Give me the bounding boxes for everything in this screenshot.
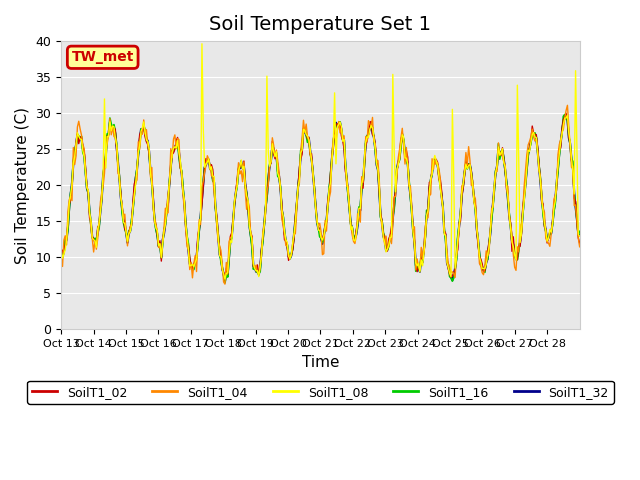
Line: SoilT1_02: SoilT1_02 xyxy=(61,113,580,278)
Title: Soil Temperature Set 1: Soil Temperature Set 1 xyxy=(209,15,431,34)
SoilT1_04 xyxy=(506,216,513,222)
SoilT1_08 xyxy=(575,231,582,237)
SoilT1_16 xyxy=(428,170,436,176)
SoilT1_04 xyxy=(325,195,333,201)
SoilT1_02 xyxy=(58,252,65,258)
SoilT1_16 xyxy=(561,112,568,118)
SoilT1_02 xyxy=(91,241,99,247)
SoilT1_08 xyxy=(221,276,228,282)
SoilT1_02 xyxy=(325,190,333,195)
SoilT1_32 xyxy=(576,232,584,238)
SoilT1_02 xyxy=(75,141,83,146)
SoilT1_16 xyxy=(58,252,65,257)
SoilT1_16 xyxy=(75,133,83,139)
SoilT1_32 xyxy=(428,171,436,177)
SoilT1_32 xyxy=(506,213,513,219)
SoilT1_32 xyxy=(325,187,333,193)
SoilT1_32 xyxy=(75,136,83,142)
SoilT1_08 xyxy=(507,226,515,231)
SoilT1_02 xyxy=(576,240,584,246)
Line: SoilT1_04: SoilT1_04 xyxy=(61,105,580,284)
SoilT1_02 xyxy=(563,110,570,116)
SoilT1_08 xyxy=(58,249,65,254)
SoilT1_04 xyxy=(575,235,582,240)
SoilT1_16 xyxy=(575,231,582,237)
SoilT1_16 xyxy=(506,211,513,216)
SoilT1_08 xyxy=(75,133,83,139)
Line: SoilT1_16: SoilT1_16 xyxy=(61,115,580,283)
SoilT1_16 xyxy=(325,186,333,192)
SoilT1_32 xyxy=(58,250,65,255)
SoilT1_02 xyxy=(428,167,436,172)
X-axis label: Time: Time xyxy=(301,355,339,370)
SoilT1_04 xyxy=(75,119,83,124)
SoilT1_08 xyxy=(198,41,206,47)
SoilT1_08 xyxy=(91,238,99,244)
SoilT1_04 xyxy=(428,156,436,162)
SoilT1_32 xyxy=(221,279,228,285)
SoilT1_04 xyxy=(576,244,584,250)
SoilT1_02 xyxy=(575,235,582,241)
SoilT1_32 xyxy=(91,237,99,242)
SoilT1_04 xyxy=(91,237,99,243)
SoilT1_04 xyxy=(564,102,572,108)
SoilT1_32 xyxy=(575,231,582,237)
Line: SoilT1_08: SoilT1_08 xyxy=(61,44,580,279)
Line: SoilT1_32: SoilT1_32 xyxy=(61,116,580,282)
SoilT1_08 xyxy=(326,180,334,185)
SoilT1_08 xyxy=(576,233,584,239)
Y-axis label: Soil Temperature (C): Soil Temperature (C) xyxy=(15,107,30,264)
SoilT1_32 xyxy=(561,113,568,119)
SoilT1_02 xyxy=(506,212,513,218)
SoilT1_16 xyxy=(221,280,228,286)
SoilT1_08 xyxy=(429,158,437,164)
Legend: SoilT1_02, SoilT1_04, SoilT1_08, SoilT1_16, SoilT1_32: SoilT1_02, SoilT1_04, SoilT1_08, SoilT1_… xyxy=(27,381,614,404)
SoilT1_16 xyxy=(576,228,584,234)
SoilT1_04 xyxy=(221,281,228,287)
Text: TW_met: TW_met xyxy=(72,50,134,64)
SoilT1_16 xyxy=(91,236,99,241)
SoilT1_02 xyxy=(221,275,228,281)
SoilT1_04 xyxy=(58,254,65,260)
